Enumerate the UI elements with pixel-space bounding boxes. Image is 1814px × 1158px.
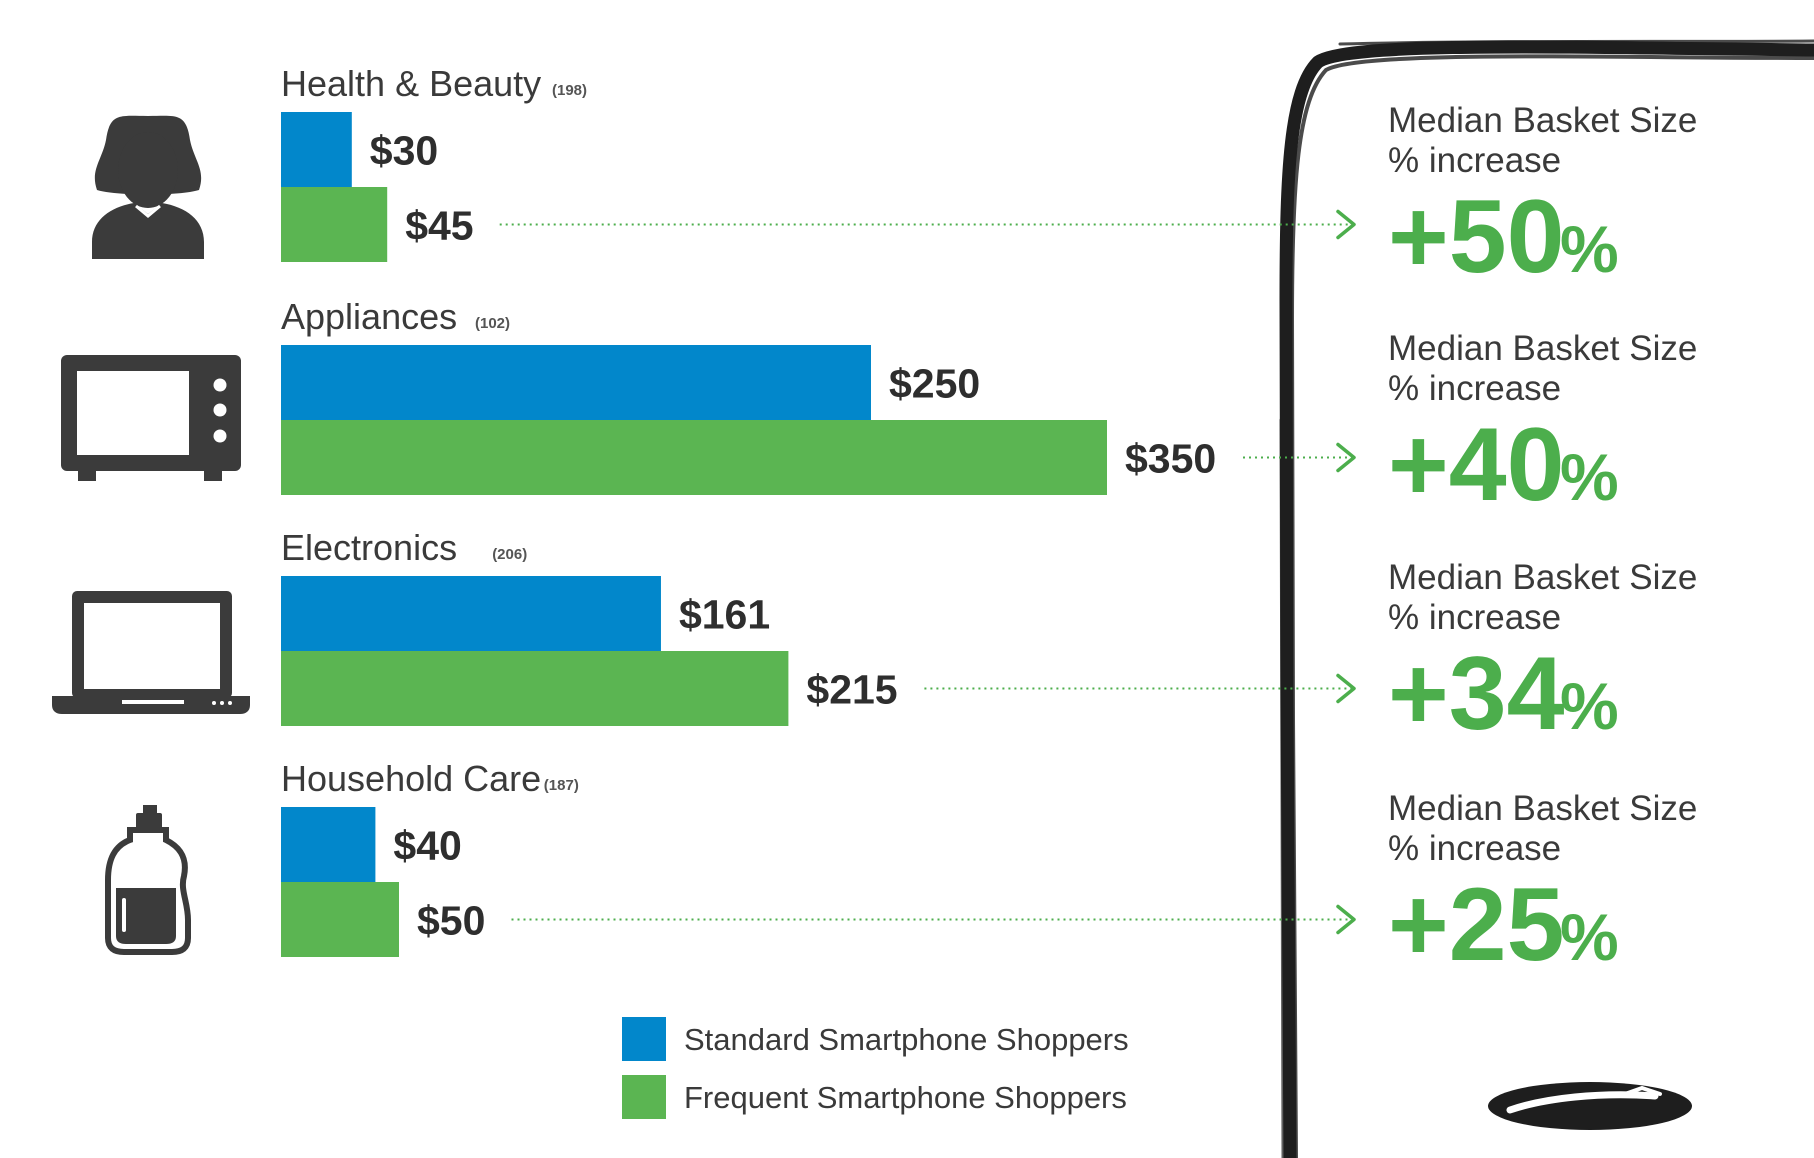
increase-heading-line2-household-care: % increase bbox=[1388, 829, 1561, 868]
detergent-bottle-icon bbox=[105, 805, 191, 955]
bar-frequent-appliances bbox=[281, 420, 1107, 495]
increase-heading-line1-health-beauty: Median Basket Size bbox=[1388, 101, 1697, 140]
bar-groups: Health & Beauty (198) $30 $45 Median Basket … bbox=[281, 63, 1697, 983]
increase-heading-line2-health-beauty: % increase bbox=[1388, 141, 1561, 180]
increase-heading-line1-household-care: Median Basket Size bbox=[1388, 789, 1697, 828]
legend-label-standard: Standard Smartphone Shoppers bbox=[684, 1022, 1129, 1057]
value-label-frequent-health-beauty: $45 bbox=[405, 203, 473, 249]
sample-size-appliances: (102) bbox=[475, 315, 510, 332]
increase-value-household-care: +25 bbox=[1388, 867, 1564, 983]
category-title-appliances: Appliances bbox=[281, 296, 457, 337]
increase-heading-line1-appliances: Median Basket Size bbox=[1388, 329, 1697, 368]
increase-unit-electronics: % bbox=[1560, 669, 1619, 743]
increase-value-electronics: +34 bbox=[1388, 636, 1565, 752]
bar-standard-appliances bbox=[281, 345, 871, 420]
increase-unit-household-care: % bbox=[1560, 900, 1619, 974]
bar-standard-electronics bbox=[281, 576, 661, 651]
bar-group-health-beauty: Health & Beauty (198) $30 $45 Median Basket … bbox=[281, 63, 1697, 295]
bar-group-appliances: Appliances (102) $250 $350 Median Basket Siz… bbox=[281, 296, 1697, 523]
bar-frequent-health-beauty bbox=[281, 187, 388, 262]
bar-standard-household-care bbox=[281, 807, 376, 882]
category-title-electronics: Electronics bbox=[281, 527, 457, 568]
value-label-standard-electronics: $161 bbox=[679, 592, 770, 638]
value-label-frequent-appliances: $350 bbox=[1125, 436, 1216, 482]
sample-size-health-beauty: (198) bbox=[552, 82, 587, 99]
bar-group-electronics: Electronics (206) $161 $215 Median Basket Si… bbox=[281, 527, 1697, 752]
woman-icon bbox=[92, 115, 204, 259]
increase-heading-line2-electronics: % increase bbox=[1388, 598, 1561, 637]
bar-standard-health-beauty bbox=[281, 112, 352, 187]
category-title-health-beauty: Health & Beauty bbox=[281, 63, 541, 104]
bar-group-household-care: Household Care (187) $40 $50 Median Basket S… bbox=[281, 758, 1697, 983]
sample-size-electronics: (206) bbox=[492, 546, 527, 563]
increase-panel-frame bbox=[1279, 39, 1814, 1158]
value-label-frequent-electronics: $215 bbox=[806, 667, 897, 713]
legend-swatch-frequent bbox=[622, 1075, 666, 1119]
increase-value-health-beauty: +50 bbox=[1388, 179, 1564, 295]
value-label-frequent-household-care: $50 bbox=[417, 898, 485, 944]
laptop-icon bbox=[52, 591, 250, 714]
brush-stroke-decoration bbox=[1488, 1082, 1692, 1130]
bar-frequent-household-care bbox=[281, 882, 399, 957]
category-title-household-care: Household Care bbox=[281, 758, 541, 799]
legend-label-frequent: Frequent Smartphone Shoppers bbox=[684, 1080, 1127, 1115]
sample-size-household-care: (187) bbox=[544, 777, 579, 794]
increase-value-appliances: +40 bbox=[1388, 407, 1564, 523]
increase-unit-health-beauty: % bbox=[1560, 212, 1619, 286]
legend-swatch-standard bbox=[622, 1017, 666, 1061]
value-label-standard-health-beauty: $30 bbox=[370, 128, 438, 174]
microwave-icon bbox=[61, 355, 241, 481]
bar-frequent-electronics bbox=[281, 651, 789, 726]
increase-unit-appliances: % bbox=[1560, 440, 1619, 514]
increase-heading-line1-electronics: Median Basket Size bbox=[1388, 558, 1697, 597]
value-label-standard-appliances: $250 bbox=[889, 361, 980, 407]
value-label-standard-household-care: $40 bbox=[393, 823, 461, 869]
legend: Standard Smartphone Shoppers Frequent Sm… bbox=[622, 1017, 1129, 1119]
increase-heading-line2-appliances: % increase bbox=[1388, 369, 1561, 408]
